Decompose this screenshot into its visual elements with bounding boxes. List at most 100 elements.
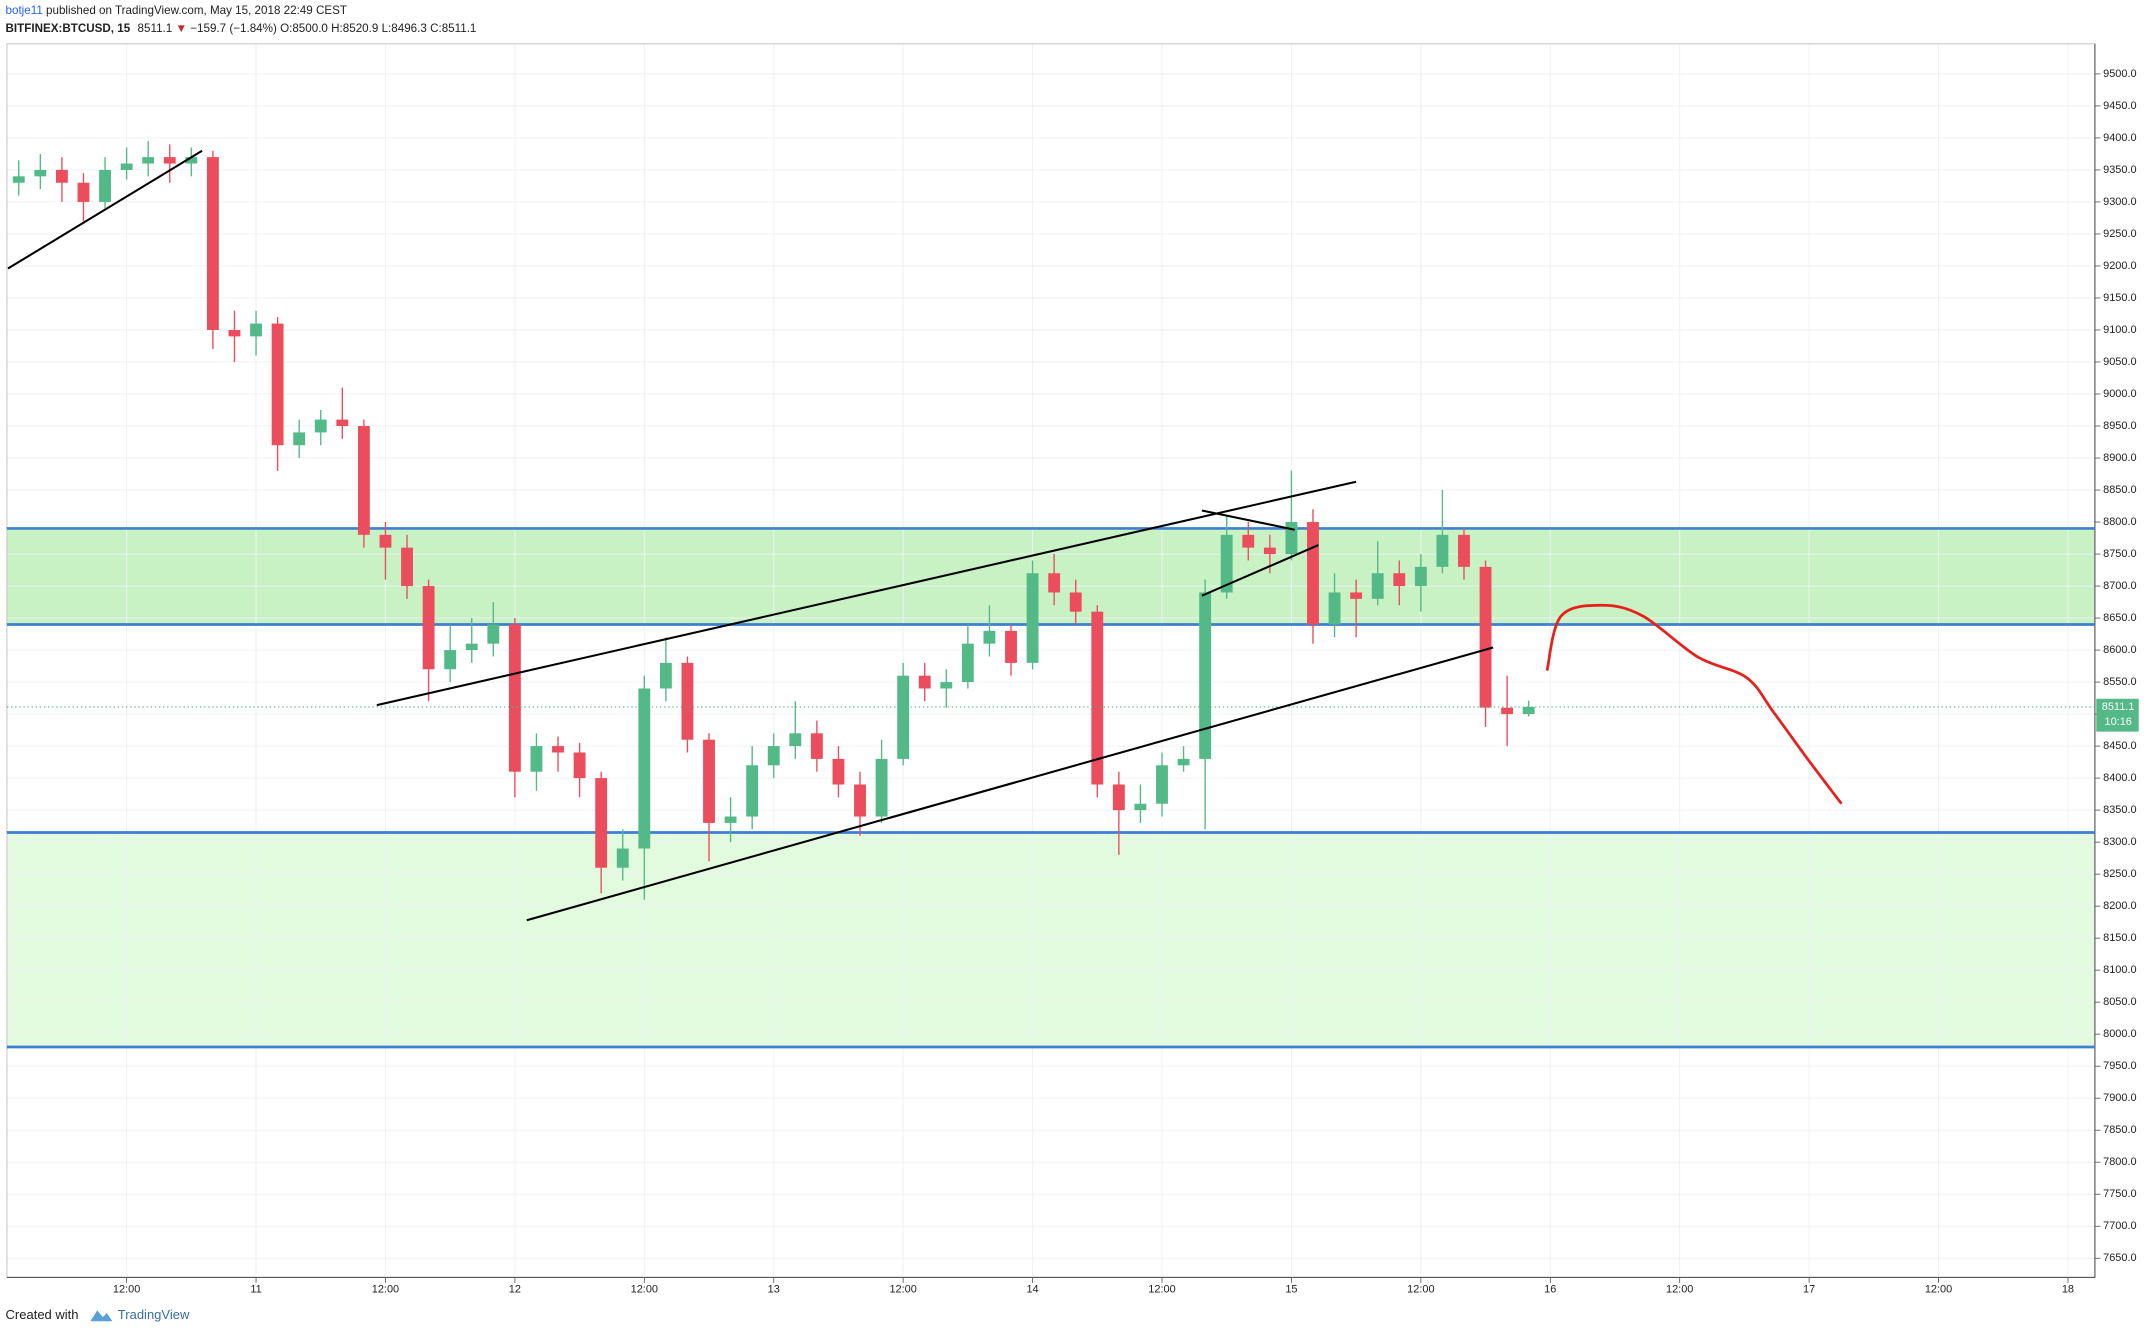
y-tick-label: 8750.0	[2103, 548, 2136, 560]
y-tick-label: 9000.0	[2103, 388, 2136, 400]
candle-body	[659, 662, 672, 689]
candle-body	[918, 675, 931, 689]
candle-body	[767, 746, 780, 766]
projection-curve	[1545, 603, 1843, 805]
candle-body	[336, 419, 349, 427]
candle-body	[1069, 592, 1082, 612]
candle-body	[1328, 592, 1341, 625]
background-layer	[6, 43, 2096, 1279]
candle-body	[1263, 547, 1276, 555]
x-tick-label: 18	[2062, 1284, 2074, 1296]
candle-body	[1479, 566, 1492, 708]
candle-body	[1458, 534, 1470, 567]
x-tick-label: 17	[1803, 1284, 1815, 1296]
x-tick-label: 12:00	[1666, 1284, 1693, 1296]
last-price-box	[2096, 698, 2139, 732]
y-tick-label: 9450.0	[2103, 100, 2136, 112]
zone	[6, 832, 2095, 1047]
candle-body	[1026, 573, 1039, 663]
candle-body	[940, 682, 953, 689]
y-tick-label: 8150.0	[2103, 932, 2136, 944]
y-tick-label: 9100.0	[2103, 324, 2136, 336]
x-tick-label: 12:00	[1925, 1284, 1952, 1296]
y-tick-label: 8250.0	[2103, 868, 2136, 880]
candle-body	[1091, 611, 1104, 785]
change-arrow: ▼	[175, 22, 187, 35]
y-tick-label: 8400.0	[2103, 772, 2136, 784]
y-tick-label: 8550.0	[2103, 676, 2136, 688]
candle-body	[1048, 573, 1061, 593]
candle-body	[1371, 573, 1384, 599]
trend-line	[376, 480, 1357, 707]
candle-body	[314, 419, 327, 433]
candle-body	[228, 329, 241, 337]
author[interactable]: botje11	[6, 4, 43, 17]
y-tick-label: 7950.0	[2103, 1060, 2136, 1072]
y-tick-label: 7900.0	[2103, 1092, 2136, 1104]
candle-body	[1005, 630, 1017, 663]
candle-body	[875, 758, 888, 817]
footer-brand[interactable]: TradingView	[118, 1307, 190, 1322]
candle-body	[271, 323, 284, 446]
candle-body	[1501, 707, 1514, 715]
y-tick-label: 8900.0	[2103, 452, 2136, 464]
candle-body	[12, 176, 25, 183]
y-tick-label: 8600.0	[2103, 644, 2136, 656]
y-tick-label: 8450.0	[2103, 740, 2136, 752]
y-tick-label: 9150.0	[2103, 292, 2136, 304]
candle-body	[1199, 592, 1212, 759]
x-tick-label: 12	[509, 1284, 521, 1296]
y-tick-label: 8200.0	[2103, 900, 2136, 912]
x-tick-label: 11	[250, 1284, 261, 1296]
y-tick-label: 7650.0	[2103, 1252, 2136, 1264]
y-tick-label: 7750.0	[2103, 1188, 2136, 1200]
candle-body	[552, 746, 564, 753]
y-tick-label: 7700.0	[2103, 1220, 2136, 1232]
y-tick-label: 7800.0	[2103, 1156, 2136, 1168]
published: published on TradingView.com, May 15, 20…	[46, 4, 347, 17]
candle-body	[810, 733, 823, 759]
candle-body	[789, 733, 802, 747]
candle-body	[832, 758, 845, 785]
candle-body	[616, 848, 629, 868]
candle-body	[1307, 522, 1319, 625]
x-tick-label: 14	[1026, 1284, 1038, 1296]
open: O:8500.0	[280, 22, 328, 35]
candle-body	[1414, 566, 1427, 587]
candle-body	[1350, 592, 1363, 599]
x-tick-label: 15	[1285, 1284, 1297, 1296]
y-tick-label: 9500.0	[2103, 68, 2136, 80]
logo	[90, 1310, 113, 1322]
y-tick-label: 9300.0	[2103, 196, 2136, 208]
x-tick-label: 12:00	[372, 1284, 399, 1296]
x-tick-label: 12:00	[1148, 1284, 1175, 1296]
y-tick-label: 9350.0	[2103, 164, 2136, 176]
candle-body	[163, 157, 176, 164]
candle-body	[444, 650, 457, 670]
candle-body	[1112, 784, 1125, 811]
y-tick-label: 8850.0	[2103, 484, 2136, 496]
trend-line	[526, 646, 1494, 922]
candle-body	[1242, 534, 1255, 548]
candle-body	[508, 624, 521, 772]
x-tick-label: 12:00	[631, 1284, 658, 1296]
y-tick-label: 8100.0	[2103, 964, 2136, 976]
candle-body	[487, 624, 500, 644]
trend-line	[1201, 509, 1295, 531]
close: C:8511.1	[430, 22, 476, 35]
candle-body	[1220, 534, 1233, 593]
candle-body	[422, 586, 435, 670]
low: L:8496.3	[382, 22, 427, 35]
high: H:8520.9	[331, 22, 378, 35]
y-tick-label: 9200.0	[2103, 260, 2136, 272]
candle-body	[573, 752, 586, 779]
x-tick-label: 16	[1544, 1284, 1556, 1296]
marks-layer	[6, 141, 2095, 1049]
candle-body	[1522, 706, 1535, 715]
legend: BITFINEX:BTCUSD, 15 8511.1 ▼ −159.7 (−1.…	[6, 22, 477, 35]
x-tick-label: 13	[768, 1284, 780, 1296]
y-tick-label: 7850.0	[2103, 1124, 2136, 1136]
candle-body	[983, 630, 996, 644]
candle-body	[185, 157, 198, 164]
